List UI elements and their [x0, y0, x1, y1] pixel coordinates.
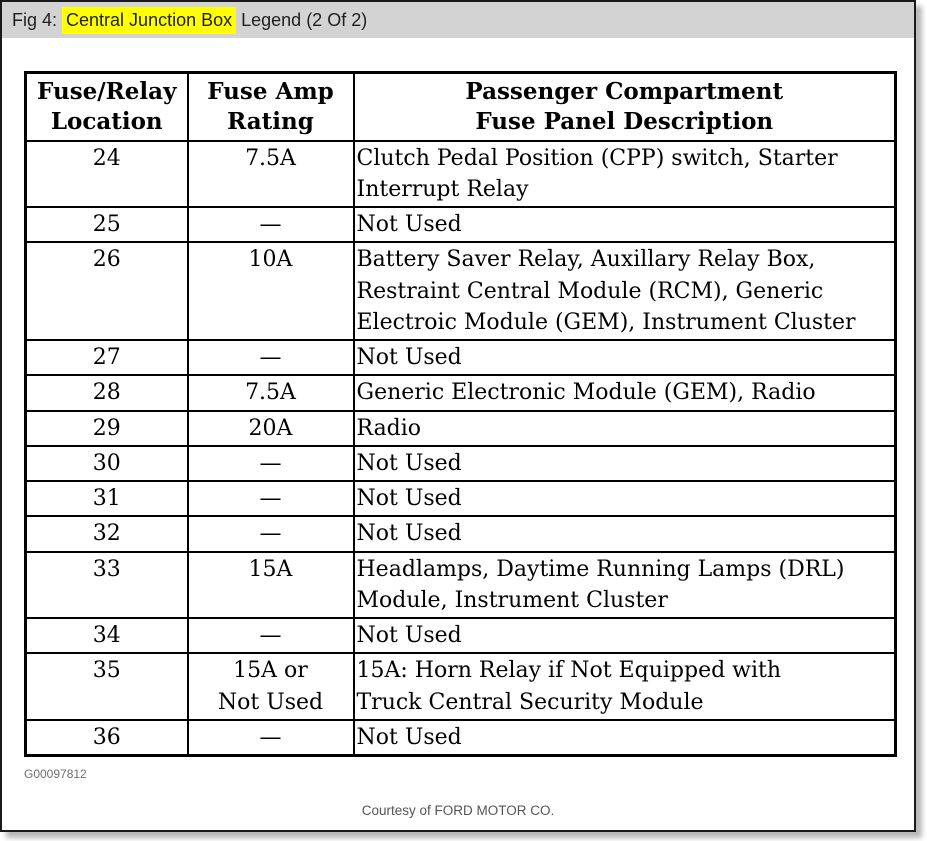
courtesy-note: Courtesy of FORD MOTOR CO. — [361, 803, 555, 818]
fuse-location-cell: 31 — [24, 480, 189, 518]
table-row: 30— Not Used — [24, 444, 897, 483]
table-row: 33 15A Headlamps, Daytime Running Lamps (D… — [24, 550, 897, 620]
table-header: Fuse/Relay Location Fuse Amp Rating Pass… — [24, 71, 897, 142]
fuse-legend-table: Fuse/Relay Location Fuse Amp Rating Pass… — [24, 71, 897, 757]
fuse-description-cell: Not Used — [352, 339, 897, 377]
fuse-location-cell: 35 — [24, 652, 189, 721]
figure-id: G00097812 — [24, 767, 87, 781]
table-body: 24 7.5A Clutch Pedal Position (CPP) switch… — [24, 139, 897, 757]
fuse-description-cell: Radio — [352, 409, 897, 447]
fuse-location-cell: 33 — [24, 550, 189, 620]
fuse-rating-cell: 10A — [186, 241, 355, 342]
table-row: 26 10A Battery Saver Relay, Auxillary Rela… — [24, 241, 897, 342]
figure-title-bar: Fig 4: Central Junction Box Legend (2 Of… — [2, 2, 914, 38]
table-header-row: Fuse/Relay Location Fuse Amp Rating Pass… — [24, 71, 897, 142]
fuse-rating-cell: 15A or Not Used — [186, 652, 355, 721]
fuse-description-cell: Generic Electronic Module (GEM), Radio — [352, 374, 897, 412]
fuse-description-cell: 15A: Horn Relay if Not Equipped with Tru… — [352, 652, 897, 721]
fuse-rating-cell: — — [186, 206, 355, 244]
table-row: 36— Not Used — [24, 718, 897, 757]
fuse-description-cell: Not Used — [352, 206, 897, 244]
figure-title-suffix: Legend (2 Of 2) — [236, 9, 368, 30]
table-row: 34— Not Used — [24, 617, 897, 655]
fuse-rating-cell: — — [186, 515, 355, 553]
fuse-rating-cell: 15A — [186, 550, 355, 620]
figure-title-prefix: Fig 4: — [12, 9, 63, 30]
fuse-location-cell: 30 — [24, 444, 189, 483]
fuse-rating-cell: — — [186, 480, 355, 518]
document-page: Fig 4: Central Junction Box Legend (2 Of… — [0, 0, 916, 832]
table-row: 32— Not Used — [24, 515, 897, 553]
table-row: 27— Not Used — [24, 339, 897, 377]
fuse-location-cell: 32 — [24, 515, 189, 553]
fuse-rating-cell: — — [186, 339, 355, 377]
fuse-description-cell: Headlamps, Daytime Running Lamps (DRL) M… — [352, 550, 897, 620]
fuse-rating-cell: 7.5A — [186, 374, 355, 412]
column-header-fuse-panel-description: Passenger Compartment Fuse Panel Descrip… — [352, 71, 897, 142]
table-row: 35 15A or Not Used 15A: Horn Relay if Not … — [24, 652, 897, 721]
fuse-location-cell: 36 — [24, 718, 189, 757]
fuse-description-cell: Not Used — [352, 444, 897, 483]
fuse-description-cell: Clutch Pedal Position (CPP) switch, Star… — [352, 139, 897, 209]
fuse-rating-cell: — — [186, 617, 355, 655]
column-header-fuse-amp-rating: Fuse Amp Rating — [186, 71, 355, 142]
fuse-location-cell: 25 — [24, 206, 189, 244]
figure-title-highlight: Central Junction Box — [62, 6, 237, 34]
fuse-description-cell: Battery Saver Relay, Auxillary Relay Box… — [352, 241, 897, 342]
fuse-description-cell: Not Used — [352, 718, 897, 757]
fuse-description-cell: Not Used — [352, 480, 897, 518]
column-header-fuse-relay-location: Fuse/Relay Location — [24, 71, 189, 142]
fuse-description-cell: Not Used — [352, 617, 897, 655]
table-row: 24 7.5A Clutch Pedal Position (CPP) switch… — [24, 139, 897, 209]
fuse-location-cell: 28 — [24, 374, 189, 412]
fuse-rating-cell: 20A — [186, 409, 355, 447]
fuse-location-cell: 27 — [24, 339, 189, 377]
fuse-location-cell: 34 — [24, 617, 189, 655]
fuse-location-cell: 26 — [24, 241, 189, 342]
table-row: 31— Not Used — [24, 480, 897, 518]
table-row: 28 7.5A Generic Electronic Module (GEM), R… — [24, 374, 897, 412]
fuse-rating-cell: 7.5A — [186, 139, 355, 209]
fuse-rating-cell: — — [186, 718, 355, 757]
fuse-description-cell: Not Used — [352, 515, 897, 553]
fuse-rating-cell: — — [186, 444, 355, 483]
table-row: 25— Not Used — [24, 206, 897, 244]
table-row: 29 20A Radio — [24, 409, 897, 447]
fuse-location-cell: 24 — [24, 139, 189, 209]
fuse-location-cell: 29 — [24, 409, 189, 447]
